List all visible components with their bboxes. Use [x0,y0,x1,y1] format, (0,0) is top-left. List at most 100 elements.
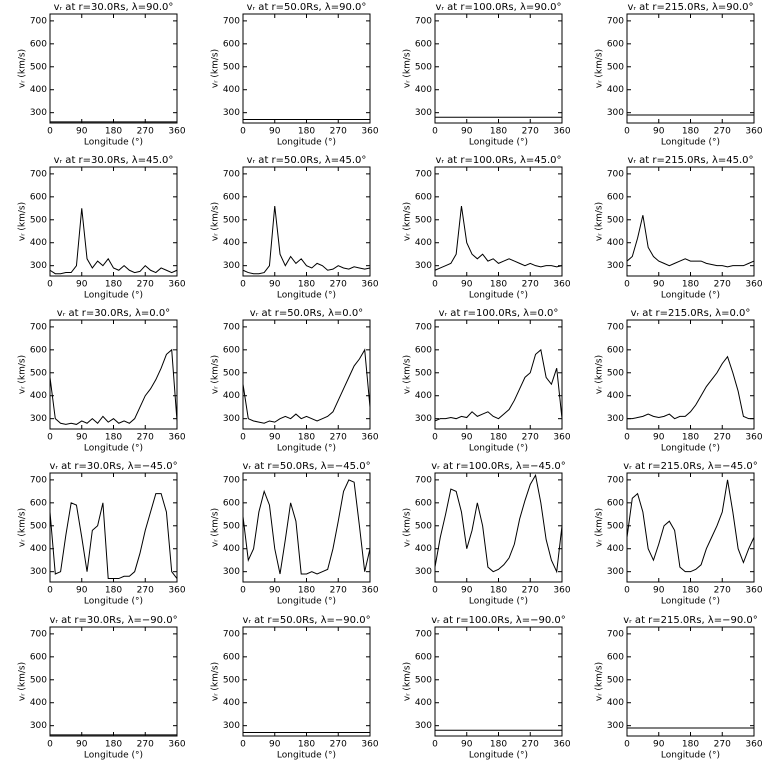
x-tick-label: 180 [298,280,315,290]
y-tick-label: 700 [415,322,432,332]
x-axis-label: Longitude (°) [277,291,336,301]
plot-frame [49,13,178,124]
x-tick-label: 180 [682,433,699,443]
x-tick-label: 360 [745,586,762,596]
x-tick-label: 90 [653,280,665,290]
x-tick-label: 360 [553,280,570,290]
x-tick-label: 180 [298,127,315,137]
x-axis-label: Longitude (°) [84,597,143,607]
plot-frame [434,472,563,583]
x-tick-label: 270 [522,433,539,443]
x-tick-label: 180 [682,280,699,290]
y-tick-label: 400 [223,544,240,554]
x-tick-label: 90 [653,127,665,137]
x-tick-label: 270 [522,280,539,290]
x-tick-label: 270 [330,740,347,750]
y-tick-label: 300 [30,721,47,731]
y-tick-label: 300 [223,414,240,424]
panel-title: vᵣ at r=50.0Rs, λ=0.0° [250,308,363,319]
x-tick-label: 90 [269,586,281,596]
x-tick-label: 0 [432,127,438,137]
y-axis-label: vᵣ (km/s) [18,49,28,88]
y-tick-label: 500 [30,62,47,72]
x-tick-label: 270 [714,127,731,137]
y-tick-label: 700 [30,169,47,179]
y-tick-label: 500 [223,675,240,685]
x-tick-label: 180 [105,280,122,290]
x-axis-label: Longitude (°) [469,138,528,148]
y-tick-label: 600 [223,498,240,508]
y-tick-label: 400 [223,391,240,401]
x-tick-label: 360 [361,740,378,750]
y-axis-label: vᵣ (km/s) [403,508,413,547]
panel-title: vᵣ at r=100.0Rs, λ=−45.0° [431,461,566,472]
y-tick-label: 400 [607,698,624,708]
y-tick-label: 300 [415,721,432,731]
x-tick-label: 360 [553,586,570,596]
y-tick-label: 400 [223,698,240,708]
y-axis-label: vᵣ (km/s) [595,202,605,241]
x-tick-label: 180 [298,740,315,750]
panel-title: vᵣ at r=30.0Rs, λ=−45.0° [49,461,177,472]
plot-frame [434,166,563,277]
x-tick-label: 180 [490,586,507,596]
y-tick-label: 700 [607,16,624,26]
x-tick-label: 270 [330,433,347,443]
y-tick-label: 300 [607,567,624,577]
y-axis-label: vᵣ (km/s) [211,662,221,701]
x-tick-label: 360 [745,280,762,290]
y-axis-label: vᵣ (km/s) [18,202,28,241]
x-tick-label: 0 [432,433,438,443]
y-tick-label: 700 [30,322,47,332]
x-tick-label: 90 [461,586,473,596]
y-tick-label: 500 [223,215,240,225]
panel-title: vᵣ at r=50.0Rs, λ=−90.0° [242,615,370,626]
x-tick-label: 0 [47,740,53,750]
x-axis-label: Longitude (°) [661,291,720,301]
x-tick-label: 90 [461,433,473,443]
y-tick-label: 300 [223,721,240,731]
x-tick-label: 0 [47,586,53,596]
x-tick-label: 360 [168,433,185,443]
y-tick-label: 500 [415,368,432,378]
panel-title: vᵣ at r=100.0Rs, λ=−90.0° [431,615,566,626]
x-axis-label: Longitude (°) [469,291,528,301]
y-tick-label: 600 [30,498,47,508]
plot-frame [242,166,371,277]
y-tick-label: 600 [607,652,624,662]
y-tick-label: 400 [30,85,47,95]
y-tick-label: 500 [607,368,624,378]
y-tick-label: 500 [607,62,624,72]
plot-frame [49,472,178,583]
x-axis-label: Longitude (°) [469,444,528,454]
y-tick-label: 700 [607,169,624,179]
y-tick-label: 300 [415,108,432,118]
y-axis-label: vᵣ (km/s) [18,508,28,547]
x-tick-label: 180 [682,127,699,137]
y-axis-label: vᵣ (km/s) [403,202,413,241]
x-tick-label: 90 [269,280,281,290]
plot-frame [434,319,563,430]
x-tick-label: 180 [298,586,315,596]
y-tick-label: 300 [607,261,624,271]
x-tick-label: 360 [745,127,762,137]
y-tick-label: 300 [607,414,624,424]
x-tick-label: 0 [240,127,246,137]
x-tick-label: 0 [240,740,246,750]
x-tick-label: 0 [432,280,438,290]
plot-frame [242,319,371,430]
y-tick-label: 300 [30,414,47,424]
x-tick-label: 180 [682,586,699,596]
y-axis-label: vᵣ (km/s) [211,355,221,394]
plot-frame [49,166,178,277]
plot-frame [626,319,755,430]
panel-title: vᵣ at r=215.0Rs, λ=−45.0° [623,461,758,472]
x-tick-label: 180 [105,127,122,137]
y-tick-label: 600 [223,345,240,355]
x-tick-label: 270 [522,127,539,137]
y-tick-label: 700 [30,475,47,485]
data-line [49,208,178,275]
y-tick-label: 600 [223,652,240,662]
x-axis-label: Longitude (°) [84,444,143,454]
